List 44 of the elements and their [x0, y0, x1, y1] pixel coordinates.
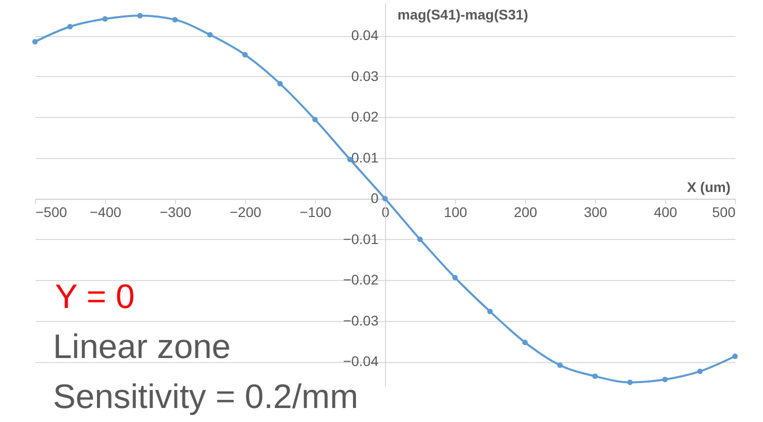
- x-tick-label: −100: [300, 204, 332, 220]
- point: [487, 308, 493, 314]
- x-tick-label: −500: [36, 204, 68, 220]
- x-tick-label: −300: [160, 204, 192, 220]
- point: [382, 196, 388, 202]
- y-tick-label: 0: [370, 190, 379, 206]
- point: [67, 24, 73, 30]
- x-tick-label: 500: [712, 204, 736, 220]
- y-tick-label: 0.03: [351, 68, 379, 84]
- y-tick-label: −0.03: [343, 312, 379, 328]
- point: [172, 16, 178, 22]
- point: [452, 274, 458, 280]
- point: [102, 16, 108, 22]
- point: [312, 116, 318, 122]
- point: [242, 52, 248, 58]
- point: [417, 236, 423, 242]
- x-tick-label: 100: [444, 204, 468, 220]
- y-tick-label: −0.02: [343, 272, 379, 288]
- annotation: Y = 0: [55, 278, 135, 316]
- x-tick-label: −200: [230, 204, 262, 220]
- y-tick-label: 0.02: [351, 108, 379, 125]
- annotation: Linear zone: [53, 328, 231, 366]
- point: [32, 38, 38, 44]
- point: [522, 340, 528, 346]
- point: [627, 380, 633, 386]
- x-tick-label: 400: [654, 204, 678, 220]
- x-tick-label: 300: [584, 204, 608, 220]
- y-tick-label: 0.01: [351, 149, 379, 166]
- point: [137, 12, 143, 18]
- y-tick-label: 0.04: [351, 27, 379, 44]
- point: [662, 376, 668, 382]
- point: [207, 32, 213, 38]
- point: [592, 373, 598, 379]
- x-axis-title: X (um): [686, 179, 730, 196]
- annotation: Sensitivity = 0.2/mm: [53, 378, 358, 416]
- point: [277, 80, 283, 86]
- x-tick-label: 200: [514, 204, 538, 220]
- y-tick-label: −0.04: [343, 353, 379, 370]
- y-axis-title: mag(S41)-mag(S31): [398, 6, 528, 22]
- point: [557, 362, 563, 368]
- point: [732, 354, 738, 359]
- point: [697, 368, 703, 374]
- x-tick-label: −400: [90, 204, 122, 220]
- y-tick-label: −0.01: [343, 230, 379, 247]
